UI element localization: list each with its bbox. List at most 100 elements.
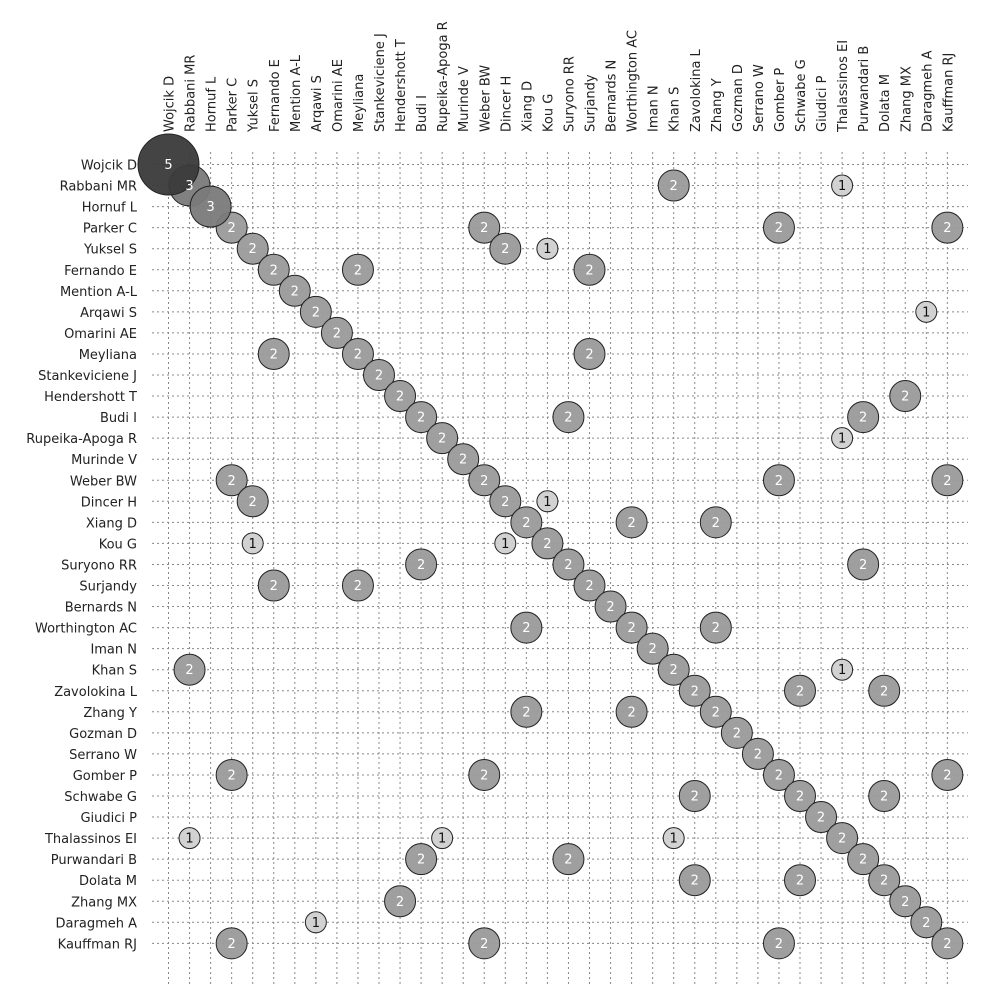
x-tick-label: Murinde V [457,66,472,132]
bubble-point [720,716,753,749]
bubble-value-label: 2 [564,411,572,426]
bubble-point [189,185,232,228]
bubble-value-label: 2 [859,411,867,426]
bubble-value-label: 2 [480,937,488,952]
bubble-point [931,211,964,244]
bubble-point [257,569,290,602]
x-tick-label: Wojcik D [163,76,178,132]
bubble-value-label: 2 [943,768,951,783]
y-tick-label: Rupeika-Apoga R [26,432,137,447]
bubble-value-label: 2 [228,937,236,952]
y-tick-label: Serrano W [69,748,137,763]
y-tick-label: Kou G [99,537,137,552]
bubble-value-label: 2 [627,621,635,636]
bubble-point [431,827,454,850]
y-tick-label: Purwandari B [51,853,137,868]
y-tick-label: Suryono RR [61,558,137,573]
y-axis-labels: Wojcik D Rabbani MR Hornuf L Parker C Yuksel… [26,159,137,953]
x-tick-label: Xiang D [520,81,535,132]
bubble-point [278,274,311,307]
bubble-point [536,490,559,513]
bubble-value-label: 2 [712,621,720,636]
bubble-value-label: 2 [943,221,951,236]
y-tick-label: Daragmeh A [56,916,138,931]
bubble-point [384,380,417,413]
bubble-value-label: 2 [270,347,278,362]
bubble-point [320,316,353,349]
y-tick-label: Zhang MX [71,895,137,910]
bubble-value-label: 2 [333,326,341,341]
bubble-point [910,906,943,939]
bubble-value-label: 1 [838,663,846,678]
bubble-point [405,548,438,581]
bubble-value-label: 2 [417,411,425,426]
x-tick-label: Arqawi S [310,75,325,132]
bubble-value-label: 2 [459,453,467,468]
bubble-value-label: 2 [880,684,888,699]
bubble-value-label: 2 [228,768,236,783]
x-tick-label: Stankeviciene J [373,33,388,132]
bubble-point [468,464,501,497]
bubble-point [662,827,685,850]
bubble-point [762,927,795,960]
bubble-point [137,133,200,196]
bubble-point [847,401,880,434]
bubble-value-label: 2 [522,705,530,720]
bubble-value-label: 2 [775,937,783,952]
bubble-value-label: 2 [627,705,635,720]
bubble-value-label: 2 [712,516,720,531]
bubble-value-label: 2 [649,642,657,657]
bubble-point [847,843,880,876]
bubble-value-label: 2 [585,263,593,278]
x-tick-label: Kou G [541,94,556,132]
bubble-point [636,632,669,665]
y-tick-label: Dolata M [79,874,137,889]
bubble-point [510,506,543,539]
bubble-value-label: 2 [480,768,488,783]
bubble-point [615,506,648,539]
bubble-point [215,758,248,791]
bubble-value-label: 2 [838,832,846,847]
bubble-value-label: 2 [417,558,425,573]
y-tick-label: Kauffman RJ [58,937,137,952]
bubble-value-label: 2 [396,390,404,405]
x-tick-label: Suryono RR [562,56,577,132]
x-tick-label: Zhang MX [899,66,914,132]
bubble-point [805,801,838,834]
bubble-point [784,780,816,812]
bubble-point [931,927,964,960]
bubble-point [215,927,248,960]
bubble-point [215,464,248,497]
bubble-value-label: 1 [922,305,930,320]
y-tick-label: Xiang D [86,516,137,531]
y-tick-label: Rabbani MR [60,180,137,195]
bubble-value-label: 1 [543,242,551,257]
bubble-point [447,443,480,476]
bubble-value-label: 2 [501,242,509,257]
bubble-value-label: 2 [817,811,825,826]
bubble-value-label: 2 [312,305,320,320]
y-tick-label: Worthington AC [35,622,137,637]
x-tick-label: Purwandari B [857,46,872,132]
bubble-point [489,232,522,265]
y-tick-label: Khan S [92,664,137,679]
bubble-point [573,337,606,370]
bubble-point [241,532,264,555]
bubble-point [573,253,606,286]
bubble-point [173,653,206,686]
x-tick-label: Worthington AC [626,30,641,132]
bubble-point [889,885,922,918]
bubble-point [468,758,501,791]
bubble-point [615,611,648,644]
bubble-point [762,464,795,497]
y-tick-label: Murinde V [71,453,137,468]
bubble-value-label: 2 [712,705,720,720]
y-tick-label: Hendershott T [44,390,137,405]
bubble-value-label: 2 [733,726,741,741]
bubble-value-label: 1 [185,832,193,847]
bubble-value-label: 2 [775,768,783,783]
y-tick-label: Weber BW [70,474,137,489]
x-tick-label: Rupeika-Apoga R [436,21,451,132]
bubble-value-label: 2 [185,663,193,678]
bubble-value-label: 2 [480,474,488,489]
